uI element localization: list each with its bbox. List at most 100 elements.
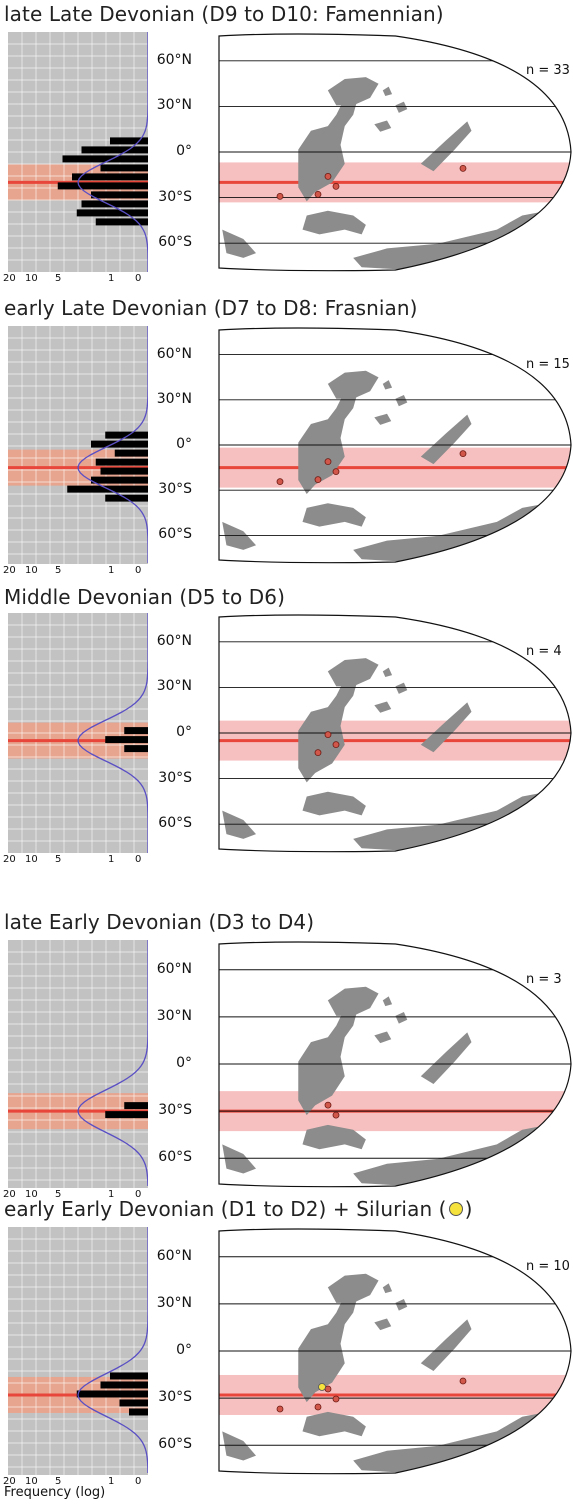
hist-bar bbox=[129, 1408, 148, 1416]
landmass bbox=[298, 1295, 358, 1403]
panel-title-tail: ) bbox=[464, 1197, 473, 1221]
x-tick-label: 1 bbox=[108, 565, 115, 576]
hist-bar bbox=[110, 1372, 148, 1380]
hist-bar bbox=[91, 440, 148, 448]
panel-title-text: Middle Devonian (D5 to D6) bbox=[4, 585, 285, 609]
hist-bar bbox=[124, 1102, 148, 1110]
paleogeographic-map bbox=[218, 327, 572, 564]
landmass bbox=[395, 1012, 408, 1024]
occurrence-dot bbox=[276, 192, 284, 200]
panel-2: 20 10 5 1 0 60°N 30°N 0° 30°S 60°S n = 15 bbox=[0, 326, 573, 576]
latitude-label: 0° bbox=[176, 1055, 192, 1071]
landmass bbox=[374, 120, 392, 132]
latitude-label: 30°S bbox=[158, 481, 192, 498]
latitude-label: 60°N bbox=[156, 960, 192, 977]
hist-bar bbox=[57, 182, 148, 190]
occurrence-dot bbox=[332, 468, 340, 476]
landmass bbox=[395, 101, 408, 113]
x-tick-label: 10 bbox=[25, 1476, 38, 1487]
panel-title: late Late Devonian (D9 to D10: Famennian… bbox=[4, 2, 444, 26]
hist-bar bbox=[76, 1390, 148, 1398]
panel-title: early Early Devonian (D1 to D2) + Siluri… bbox=[4, 1197, 472, 1221]
landmass bbox=[395, 395, 408, 407]
paleogeographic-map bbox=[218, 1228, 572, 1475]
occurrence-dot bbox=[459, 1377, 467, 1385]
hist-bar bbox=[114, 449, 148, 457]
hist-bar bbox=[81, 146, 148, 154]
landmass bbox=[302, 503, 366, 527]
x-tick-label: 10 bbox=[25, 854, 38, 865]
latitude-label: 30°S bbox=[158, 1102, 192, 1119]
sample-count: n = 10 bbox=[526, 1259, 570, 1275]
histogram bbox=[8, 940, 148, 1188]
density-curve bbox=[77, 326, 148, 563]
landmass bbox=[420, 702, 472, 753]
map-outline bbox=[218, 327, 572, 564]
sample-count: n = 33 bbox=[526, 63, 570, 79]
latitude-label: 60°S bbox=[158, 526, 192, 543]
hist-bar bbox=[124, 727, 148, 735]
hist-bar bbox=[119, 1399, 148, 1407]
occurrence-dot bbox=[332, 1395, 340, 1403]
panel-title-text: late Late Devonian (D9 to D10: Famennian… bbox=[4, 2, 444, 26]
latitude-label: 60°S bbox=[158, 815, 192, 832]
latitude-label: 60°N bbox=[156, 1247, 192, 1264]
map-outline bbox=[218, 941, 572, 1188]
landmass bbox=[327, 986, 379, 1016]
x-tick-label: 1 bbox=[108, 854, 115, 865]
latitude-label: 30°N bbox=[156, 1294, 192, 1311]
landmass bbox=[222, 1144, 257, 1174]
panel-4: 20 10 5 1 0 60°N 30°N 0° 30°S 60°S n = 3 bbox=[0, 940, 573, 1200]
map-outline bbox=[218, 614, 572, 853]
x-tick-label: 0 bbox=[135, 1189, 142, 1200]
x-tick-label: 0 bbox=[135, 565, 142, 576]
landmass bbox=[395, 682, 408, 694]
occurrence-dot bbox=[324, 1385, 332, 1393]
panel-5: 20 10 5 1 0 60°N 30°N 0° 30°S 60°S n = 10 bbox=[0, 1227, 573, 1487]
x-tick-label: 20 bbox=[3, 565, 16, 576]
occurrence-dot bbox=[314, 190, 322, 198]
panel-title-text: early Early Devonian (D1 to D2) + Siluri… bbox=[4, 1197, 447, 1221]
x-tick-label: 20 bbox=[3, 854, 16, 865]
landmass bbox=[302, 1411, 366, 1437]
panel-1: 20 10 5 1 0 60°N 30°N 0° 30°S 60°S n = 33 bbox=[0, 32, 573, 284]
panel-title: Middle Devonian (D5 to D6) bbox=[4, 585, 285, 609]
latitude-label: 30°S bbox=[158, 769, 192, 786]
latitude-label: 30°S bbox=[158, 188, 192, 205]
hist-bar bbox=[72, 173, 148, 181]
sample-count: n = 4 bbox=[526, 644, 562, 660]
landmass bbox=[327, 1273, 379, 1303]
landmass bbox=[222, 1431, 257, 1461]
landmass bbox=[420, 414, 472, 465]
occurrence-dot bbox=[332, 1111, 340, 1119]
x-tick-label: 20 bbox=[3, 1476, 16, 1487]
histogram bbox=[8, 613, 148, 853]
density-curve bbox=[77, 1227, 148, 1473]
x-tick-label: 5 bbox=[55, 1189, 62, 1200]
histogram bbox=[8, 32, 148, 272]
x-tick-label: 5 bbox=[55, 565, 62, 576]
landmass bbox=[327, 370, 379, 399]
landmass bbox=[222, 810, 257, 839]
hist-bar bbox=[100, 1381, 148, 1389]
hist-bar bbox=[100, 467, 148, 475]
hist-bar bbox=[110, 137, 148, 145]
occurrence-dot bbox=[314, 749, 322, 757]
landmass bbox=[420, 1032, 472, 1085]
latitude-label: 30°S bbox=[158, 1389, 192, 1406]
latitude-label: 30°N bbox=[156, 678, 192, 695]
panel-3: 20 10 5 1 0 60°N 30°N 0° 30°S 60°S n = 4 bbox=[0, 613, 573, 865]
x-tick-label: 0 bbox=[135, 273, 142, 284]
density-curve bbox=[77, 32, 148, 272]
landmass bbox=[302, 210, 366, 235]
x-tick-label: 10 bbox=[25, 565, 38, 576]
map-outline bbox=[218, 1228, 572, 1475]
hist-bar bbox=[95, 458, 148, 466]
x-tick-label: 10 bbox=[25, 1189, 38, 1200]
silurian-dot-icon bbox=[448, 1202, 463, 1216]
panel-title: early Late Devonian (D7 to D8: Frasnian) bbox=[4, 296, 418, 320]
panel-title-text: early Late Devonian (D7 to D8: Frasnian) bbox=[4, 296, 418, 320]
paleogeographic-map bbox=[218, 614, 572, 853]
landmass bbox=[222, 229, 257, 258]
map-outline bbox=[218, 33, 572, 272]
